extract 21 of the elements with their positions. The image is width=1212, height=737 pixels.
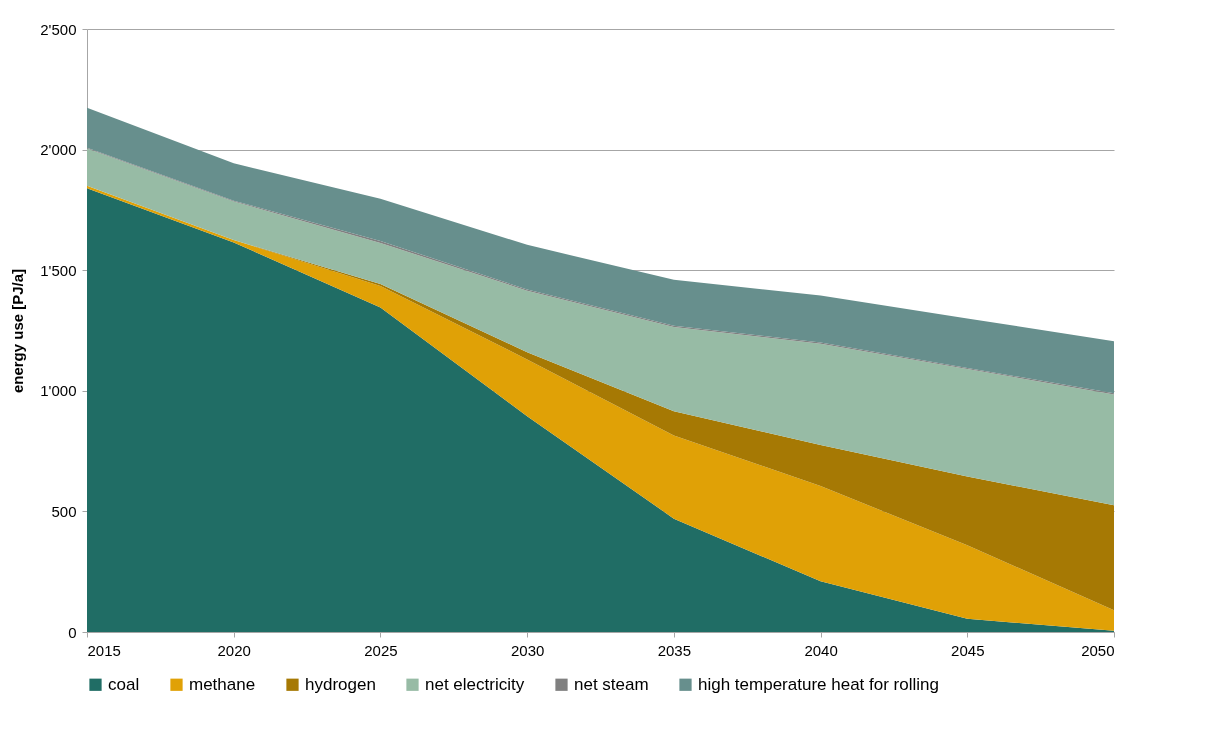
legend-label: high temperature heat for rolling [698,674,939,694]
y-tick-label: 1'000 [40,382,77,400]
x-tick-label: 2025 [364,641,398,659]
x-tick-label: 2035 [657,641,692,659]
y-tick-label: 500 [51,502,77,520]
x-tick-label: 2015 [87,641,121,659]
legend-label: methane [189,674,256,694]
y-tick-label: 0 [68,623,77,641]
legend-label: net steam [574,674,649,694]
x-tick-label: 2040 [804,641,838,659]
x-tick-label: 2050 [1081,641,1115,659]
legend-label: net electricity [425,674,525,694]
y-tick-label: 2'500 [40,20,77,38]
y-axis-title: energy use [PJ/a] [9,268,27,394]
x-tick-label: 2045 [951,641,985,659]
y-tick-label: 1'500 [40,261,77,279]
x-tick-label: 2020 [217,641,251,659]
legend-label: coal [108,674,140,694]
x-tick-label: 2030 [510,641,545,659]
y-tick-label: 2'000 [40,141,77,159]
legend-label: hydrogen [305,674,376,694]
